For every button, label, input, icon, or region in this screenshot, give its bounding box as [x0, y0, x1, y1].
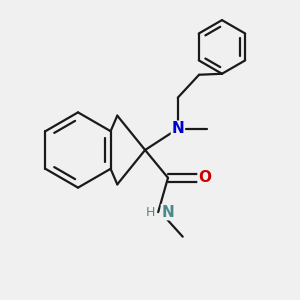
Text: N: N	[161, 205, 174, 220]
Text: O: O	[198, 170, 211, 185]
Text: N: N	[171, 121, 184, 136]
Text: H: H	[146, 206, 155, 219]
